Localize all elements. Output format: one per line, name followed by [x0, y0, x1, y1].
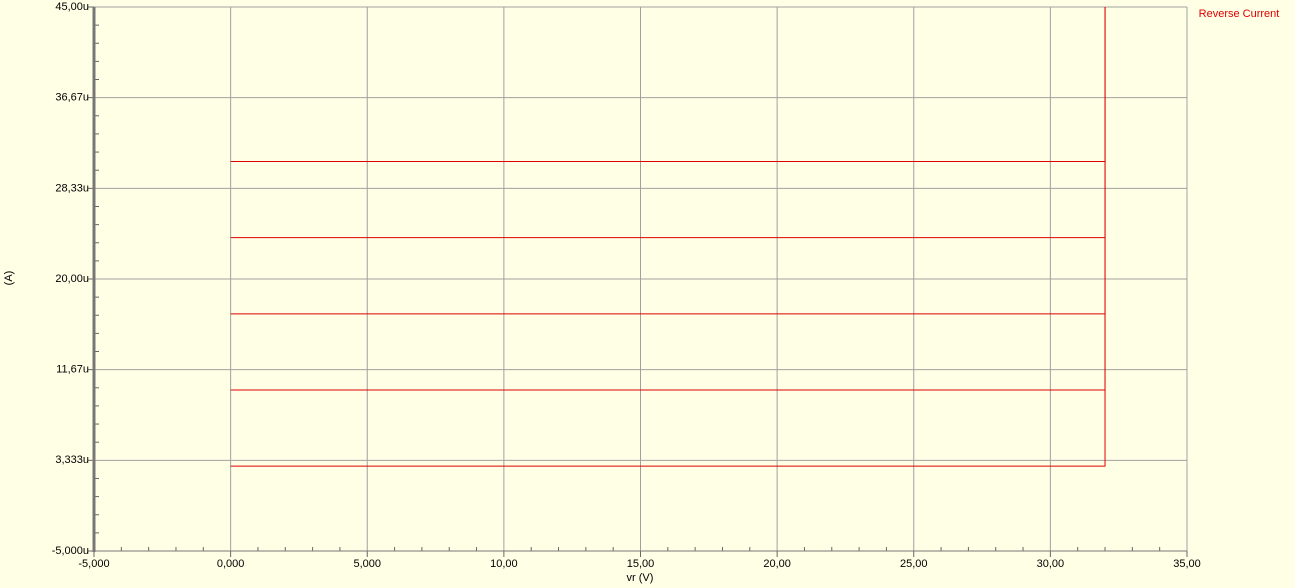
y-axis-label: (A) — [3, 271, 15, 286]
line-series — [230, 7, 1106, 391]
x-tick-label: 5,000 — [353, 558, 381, 570]
x-tick-label: 30,00 — [1037, 558, 1065, 570]
line-series — [230, 7, 1106, 239]
x-tick-label: 10,00 — [490, 558, 518, 570]
line-series — [230, 7, 1106, 162]
line-series — [230, 7, 1106, 467]
y-tick-label: 45,00u — [55, 1, 89, 13]
y-tick-label: 20,00u — [55, 273, 89, 285]
x-axis-label: vr (V) — [627, 572, 654, 584]
y-tick-label: 36,67u — [55, 92, 89, 104]
x-tick-label: 25,00 — [900, 558, 928, 570]
y-tick-label: 28,33u — [55, 182, 89, 194]
x-tick-label: 0,000 — [217, 558, 245, 570]
legend-label: Reverse Current — [1199, 8, 1280, 20]
y-tick-label: 3,333u — [55, 454, 89, 466]
y-tick-label: -5,000u — [52, 545, 89, 557]
x-tick-label: 35,00 — [1173, 558, 1201, 570]
x-tick-label: -5,000 — [78, 558, 109, 570]
y-tick-label: 11,67u — [56, 364, 89, 376]
x-tick-label: 15,00 — [627, 558, 655, 570]
x-tick-label: 20,00 — [763, 558, 791, 570]
line-series — [230, 7, 1106, 315]
